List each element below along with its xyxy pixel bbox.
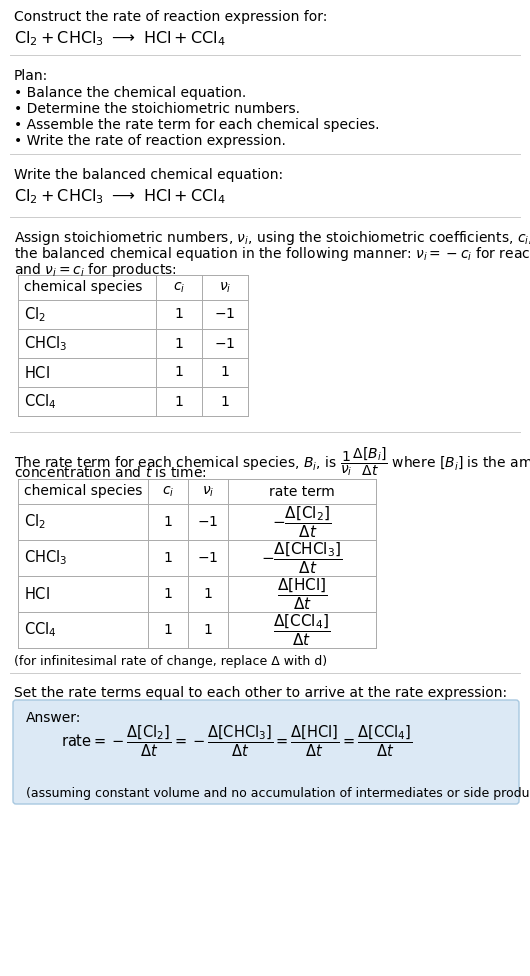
Text: $1$: $1$ (203, 587, 213, 601)
Text: rate term: rate term (269, 484, 335, 499)
Text: $\mathrm{CHCl_3}$: $\mathrm{CHCl_3}$ (24, 334, 67, 353)
Text: • Determine the stoichiometric numbers.: • Determine the stoichiometric numbers. (14, 102, 300, 116)
Text: $\dfrac{\Delta[\mathrm{CCl_4}]}{\Delta t}$: $\dfrac{\Delta[\mathrm{CCl_4}]}{\Delta t… (273, 612, 331, 648)
Text: $\mathrm{CCl_4}$: $\mathrm{CCl_4}$ (24, 392, 57, 411)
Text: 1: 1 (174, 365, 183, 380)
Text: $-1$: $-1$ (197, 551, 219, 565)
Text: $\mathrm{Cl_2 + CHCl_3 \ \longrightarrow \ HCl + CCl_4}$: $\mathrm{Cl_2 + CHCl_3 \ \longrightarrow… (14, 187, 226, 206)
Text: 1: 1 (164, 551, 172, 565)
Text: 1: 1 (164, 515, 172, 529)
Text: Construct the rate of reaction expression for:: Construct the rate of reaction expressio… (14, 10, 328, 24)
Text: $-\dfrac{\Delta[\mathrm{Cl_2}]}{\Delta t}$: $-\dfrac{\Delta[\mathrm{Cl_2}]}{\Delta t… (272, 505, 332, 540)
Text: $\mathrm{rate} = -\dfrac{\Delta[\mathrm{Cl_2}]}{\Delta t} = -\dfrac{\Delta[\math: $\mathrm{rate} = -\dfrac{\Delta[\mathrm{… (61, 723, 412, 758)
Text: concentration and $t$ is time:: concentration and $t$ is time: (14, 465, 207, 480)
Text: $-1$: $-1$ (214, 337, 236, 350)
Text: 1: 1 (174, 394, 183, 409)
Text: the balanced chemical equation in the following manner: $\nu_i = -c_i$ for react: the balanced chemical equation in the fo… (14, 245, 530, 263)
Text: $-\dfrac{\Delta[\mathrm{CHCl_3}]}{\Delta t}$: $-\dfrac{\Delta[\mathrm{CHCl_3}]}{\Delta… (261, 540, 343, 576)
Text: $\nu_i$: $\nu_i$ (219, 280, 231, 295)
Text: $\mathrm{Cl_2}$: $\mathrm{Cl_2}$ (24, 305, 46, 324)
Text: Plan:: Plan: (14, 69, 48, 83)
Text: • Assemble the rate term for each chemical species.: • Assemble the rate term for each chemic… (14, 118, 379, 132)
Text: $\mathrm{Cl_2 + CHCl_3 \ \longrightarrow \ HCl + CCl_4}$: $\mathrm{Cl_2 + CHCl_3 \ \longrightarrow… (14, 29, 226, 48)
Text: $\dfrac{\Delta[\mathrm{HCl}]}{\Delta t}$: $\dfrac{\Delta[\mathrm{HCl}]}{\Delta t}$ (277, 576, 328, 612)
Text: Answer:: Answer: (26, 711, 82, 725)
Text: 1: 1 (164, 623, 172, 637)
Text: (assuming constant volume and no accumulation of intermediates or side products): (assuming constant volume and no accumul… (26, 787, 530, 799)
FancyBboxPatch shape (13, 700, 519, 804)
Text: $-1$: $-1$ (197, 515, 219, 529)
Text: The rate term for each chemical species, $B_i$, is $\dfrac{1}{\nu_i}\dfrac{\Delt: The rate term for each chemical species,… (14, 445, 530, 477)
Text: $1$: $1$ (220, 365, 230, 380)
Text: Set the rate terms equal to each other to arrive at the rate expression:: Set the rate terms equal to each other t… (14, 686, 507, 700)
Text: $\mathrm{CHCl_3}$: $\mathrm{CHCl_3}$ (24, 549, 67, 567)
Text: $\nu_i$: $\nu_i$ (202, 484, 214, 499)
Text: $-1$: $-1$ (214, 307, 236, 321)
Text: $1$: $1$ (220, 394, 230, 409)
Text: (for infinitesimal rate of change, replace Δ with d): (for infinitesimal rate of change, repla… (14, 655, 327, 668)
Text: $\mathrm{HCl}$: $\mathrm{HCl}$ (24, 364, 50, 381)
Text: chemical species: chemical species (24, 484, 143, 499)
Text: $1$: $1$ (203, 623, 213, 637)
Text: 1: 1 (174, 307, 183, 321)
Text: chemical species: chemical species (24, 280, 143, 295)
Text: $\mathrm{HCl}$: $\mathrm{HCl}$ (24, 586, 50, 602)
Text: • Balance the chemical equation.: • Balance the chemical equation. (14, 86, 246, 100)
Text: • Write the rate of reaction expression.: • Write the rate of reaction expression. (14, 134, 286, 148)
Text: 1: 1 (164, 587, 172, 601)
Text: Write the balanced chemical equation:: Write the balanced chemical equation: (14, 168, 283, 182)
Text: $c_i$: $c_i$ (162, 484, 174, 499)
Text: $\mathrm{Cl_2}$: $\mathrm{Cl_2}$ (24, 512, 46, 531)
Text: 1: 1 (174, 337, 183, 350)
Text: $c_i$: $c_i$ (173, 280, 185, 295)
Text: and $\nu_i = c_i$ for products:: and $\nu_i = c_i$ for products: (14, 261, 177, 279)
Text: Assign stoichiometric numbers, $\nu_i$, using the stoichiometric coefficients, $: Assign stoichiometric numbers, $\nu_i$, … (14, 229, 530, 247)
Text: $\mathrm{CCl_4}$: $\mathrm{CCl_4}$ (24, 621, 57, 639)
